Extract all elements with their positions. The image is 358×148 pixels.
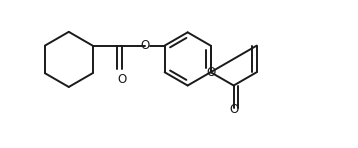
Text: O: O	[140, 39, 149, 52]
Text: O: O	[206, 66, 215, 79]
Text: O: O	[117, 73, 126, 86]
Text: O: O	[229, 103, 238, 116]
